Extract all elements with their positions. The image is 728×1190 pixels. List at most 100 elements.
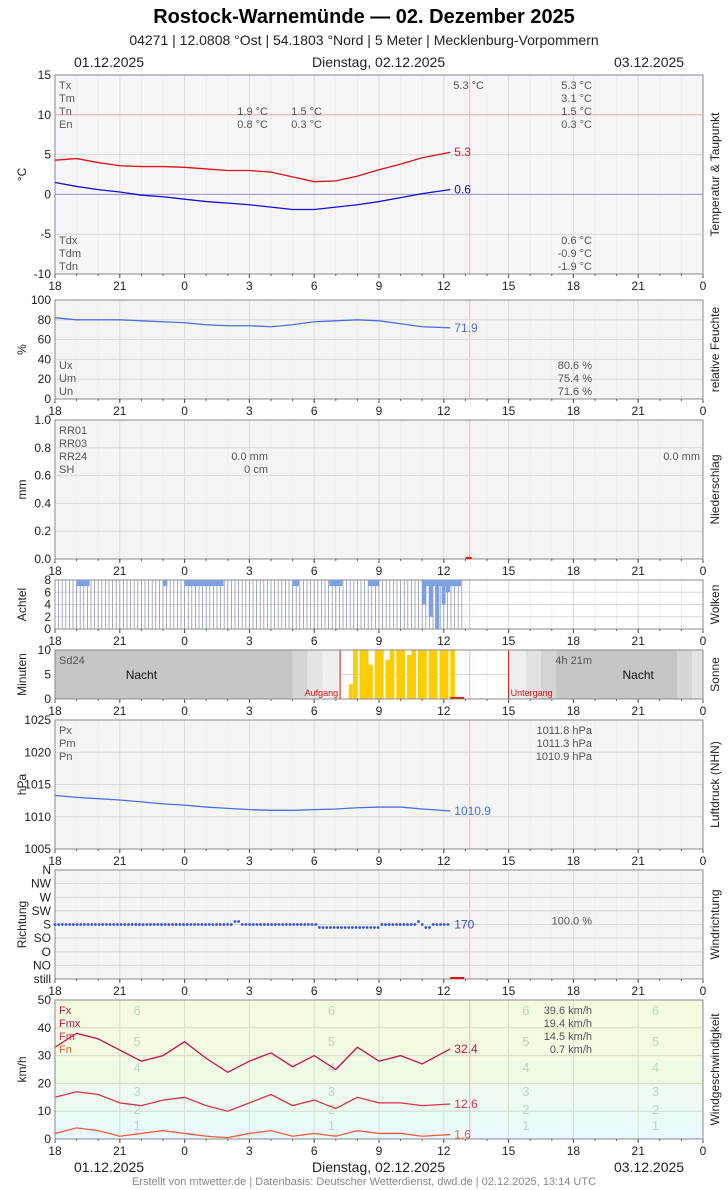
xtick-label-winddir: 18 xyxy=(567,984,581,998)
ytick-label-hum: 0 xyxy=(44,392,51,406)
xtick-label-cloud: 0 xyxy=(181,634,188,648)
winddir-dot xyxy=(97,923,101,926)
annot-right-temp: 3.1 °C xyxy=(561,93,592,105)
winddir-dot xyxy=(395,923,398,926)
sun-bar xyxy=(407,654,412,699)
winddir-dot xyxy=(277,923,281,926)
xtick-label-press: 3 xyxy=(246,854,253,868)
beaufort-label: 2 xyxy=(328,1102,335,1117)
xtick-label-wind: 0 xyxy=(181,1144,188,1158)
beaufort-label: 2 xyxy=(652,1102,659,1117)
winddir-dot xyxy=(218,923,222,926)
annot-mid-rain: 0 cm xyxy=(244,464,268,476)
beaufort-label: 4 xyxy=(522,1060,529,1075)
annot-left-temp: Tx xyxy=(59,80,72,92)
winddir-dot xyxy=(340,926,343,929)
sun-bar xyxy=(363,650,369,699)
beaufort-label: 6 xyxy=(522,1003,529,1018)
xtick-label-press: 6 xyxy=(311,854,318,868)
winddir-dot xyxy=(138,923,141,926)
annot-right-wind: 19.4 km/h xyxy=(544,1018,592,1030)
xtick-label-temp: 21 xyxy=(632,279,646,293)
winddir-dot xyxy=(152,923,156,926)
winddir-dot xyxy=(376,926,380,929)
winddir-dot xyxy=(255,923,259,926)
xtick-label-temp: 0 xyxy=(181,279,188,293)
sun-bar xyxy=(385,659,391,699)
xtick-label-cloud: 21 xyxy=(632,634,646,648)
winddir-dot xyxy=(108,923,112,926)
winddir-dot xyxy=(321,926,325,929)
series-line-wind-2 xyxy=(54,1127,451,1139)
sunrise-label: Aufgang xyxy=(305,688,339,698)
ytick-label-temp: -5 xyxy=(40,227,51,241)
annot-left-hum: Ux xyxy=(59,360,73,372)
winddir-dot xyxy=(222,923,226,926)
winddir-dot xyxy=(262,923,266,926)
xtick-label-cloud: 18 xyxy=(567,634,581,648)
night-label: Nacht xyxy=(126,668,158,682)
ylabel-sun: Minuten xyxy=(15,653,29,696)
date-center: Dienstag, 02.12.2025 xyxy=(312,54,446,70)
series-line-wind-0 xyxy=(54,1032,451,1074)
xtick-label-press: 21 xyxy=(113,854,127,868)
annot-right-wind: 0.7 km/h xyxy=(550,1044,592,1056)
annot-left-rain: RR03 xyxy=(59,438,87,450)
ytick-label-temp: 15 xyxy=(38,68,52,82)
winddir-dot xyxy=(373,926,376,929)
winddir-dot xyxy=(207,923,211,926)
winddir-dot xyxy=(233,920,237,923)
end-label-wind-0: 32.4 xyxy=(454,1042,478,1056)
annot-mid-temp: 1.5 °C xyxy=(291,106,322,118)
date-left: 01.12.2025 xyxy=(74,54,145,70)
sun-bar xyxy=(374,650,380,699)
beaufort-label: 5 xyxy=(133,1034,140,1049)
series-line-wind-1 xyxy=(54,1091,451,1112)
ytick-label-temp: 10 xyxy=(38,108,52,122)
xtick-label-sun: 0 xyxy=(700,704,707,718)
station-subtitle: 04271 | 12.0808 °Ost | 54.1803 °Nord | 5… xyxy=(129,32,599,48)
winddir-dot xyxy=(112,923,116,926)
xtick-label-hum: 6 xyxy=(311,404,318,418)
xtick-label-wind: 18 xyxy=(567,1144,581,1158)
annot-right-wind: 39.6 km/h xyxy=(544,1005,592,1017)
ytick-label-temp: -10 xyxy=(34,267,52,281)
end-label-temp-1: 0.6 xyxy=(454,183,471,197)
xtick-label-rain: 9 xyxy=(376,564,383,578)
winddir-dot xyxy=(237,920,241,923)
beaufort-label: 3 xyxy=(328,1084,335,1099)
annot-left-rain: RR01 xyxy=(59,425,87,437)
xtick-label-sun: 3 xyxy=(246,704,253,718)
sunset-label: Untergang xyxy=(511,688,553,698)
winddir-dot xyxy=(442,923,446,926)
ylabel-winddir: Richtung xyxy=(15,901,29,948)
ytick-label-temp: 0 xyxy=(44,187,51,201)
annot-right-bottom-temp: 0.6 °C xyxy=(561,235,592,247)
xtick-label-rain: 15 xyxy=(502,564,516,578)
winddir-dot xyxy=(215,923,218,926)
xtick-label-sun: 18 xyxy=(567,704,581,718)
annot-left-wind: Fm xyxy=(59,1031,75,1043)
annot-right-temp: 1.5 °C xyxy=(561,106,592,118)
annot-mid-temp: 0.3 °C xyxy=(291,119,322,131)
winddir-dot xyxy=(420,923,424,926)
xtick-label-hum: 0 xyxy=(700,404,707,418)
xtick-label-temp: 15 xyxy=(502,279,516,293)
series-line-temp-1 xyxy=(54,181,451,211)
xtick-label-winddir: 0 xyxy=(700,984,707,998)
rain-marker xyxy=(465,557,472,559)
night-shade xyxy=(322,650,341,699)
beaufort-label: 1 xyxy=(522,1118,529,1133)
xtick-label-winddir: 9 xyxy=(376,984,383,998)
ytick-label-rain: 0.6 xyxy=(34,469,51,483)
night-shade xyxy=(556,650,678,699)
ytick-label-cloud: 0 xyxy=(44,622,51,636)
ytick-label-rain: 0.8 xyxy=(34,441,51,455)
winddir-dot xyxy=(431,923,435,926)
xtick-label-hum: 18 xyxy=(567,404,581,418)
winddir-dot xyxy=(362,926,365,929)
end-label-temp-0: 5.3 xyxy=(454,145,471,159)
winddir-dot xyxy=(284,923,288,926)
xtick-label-wind: 9 xyxy=(376,1144,383,1158)
xtick-label-winddir: 21 xyxy=(113,984,127,998)
